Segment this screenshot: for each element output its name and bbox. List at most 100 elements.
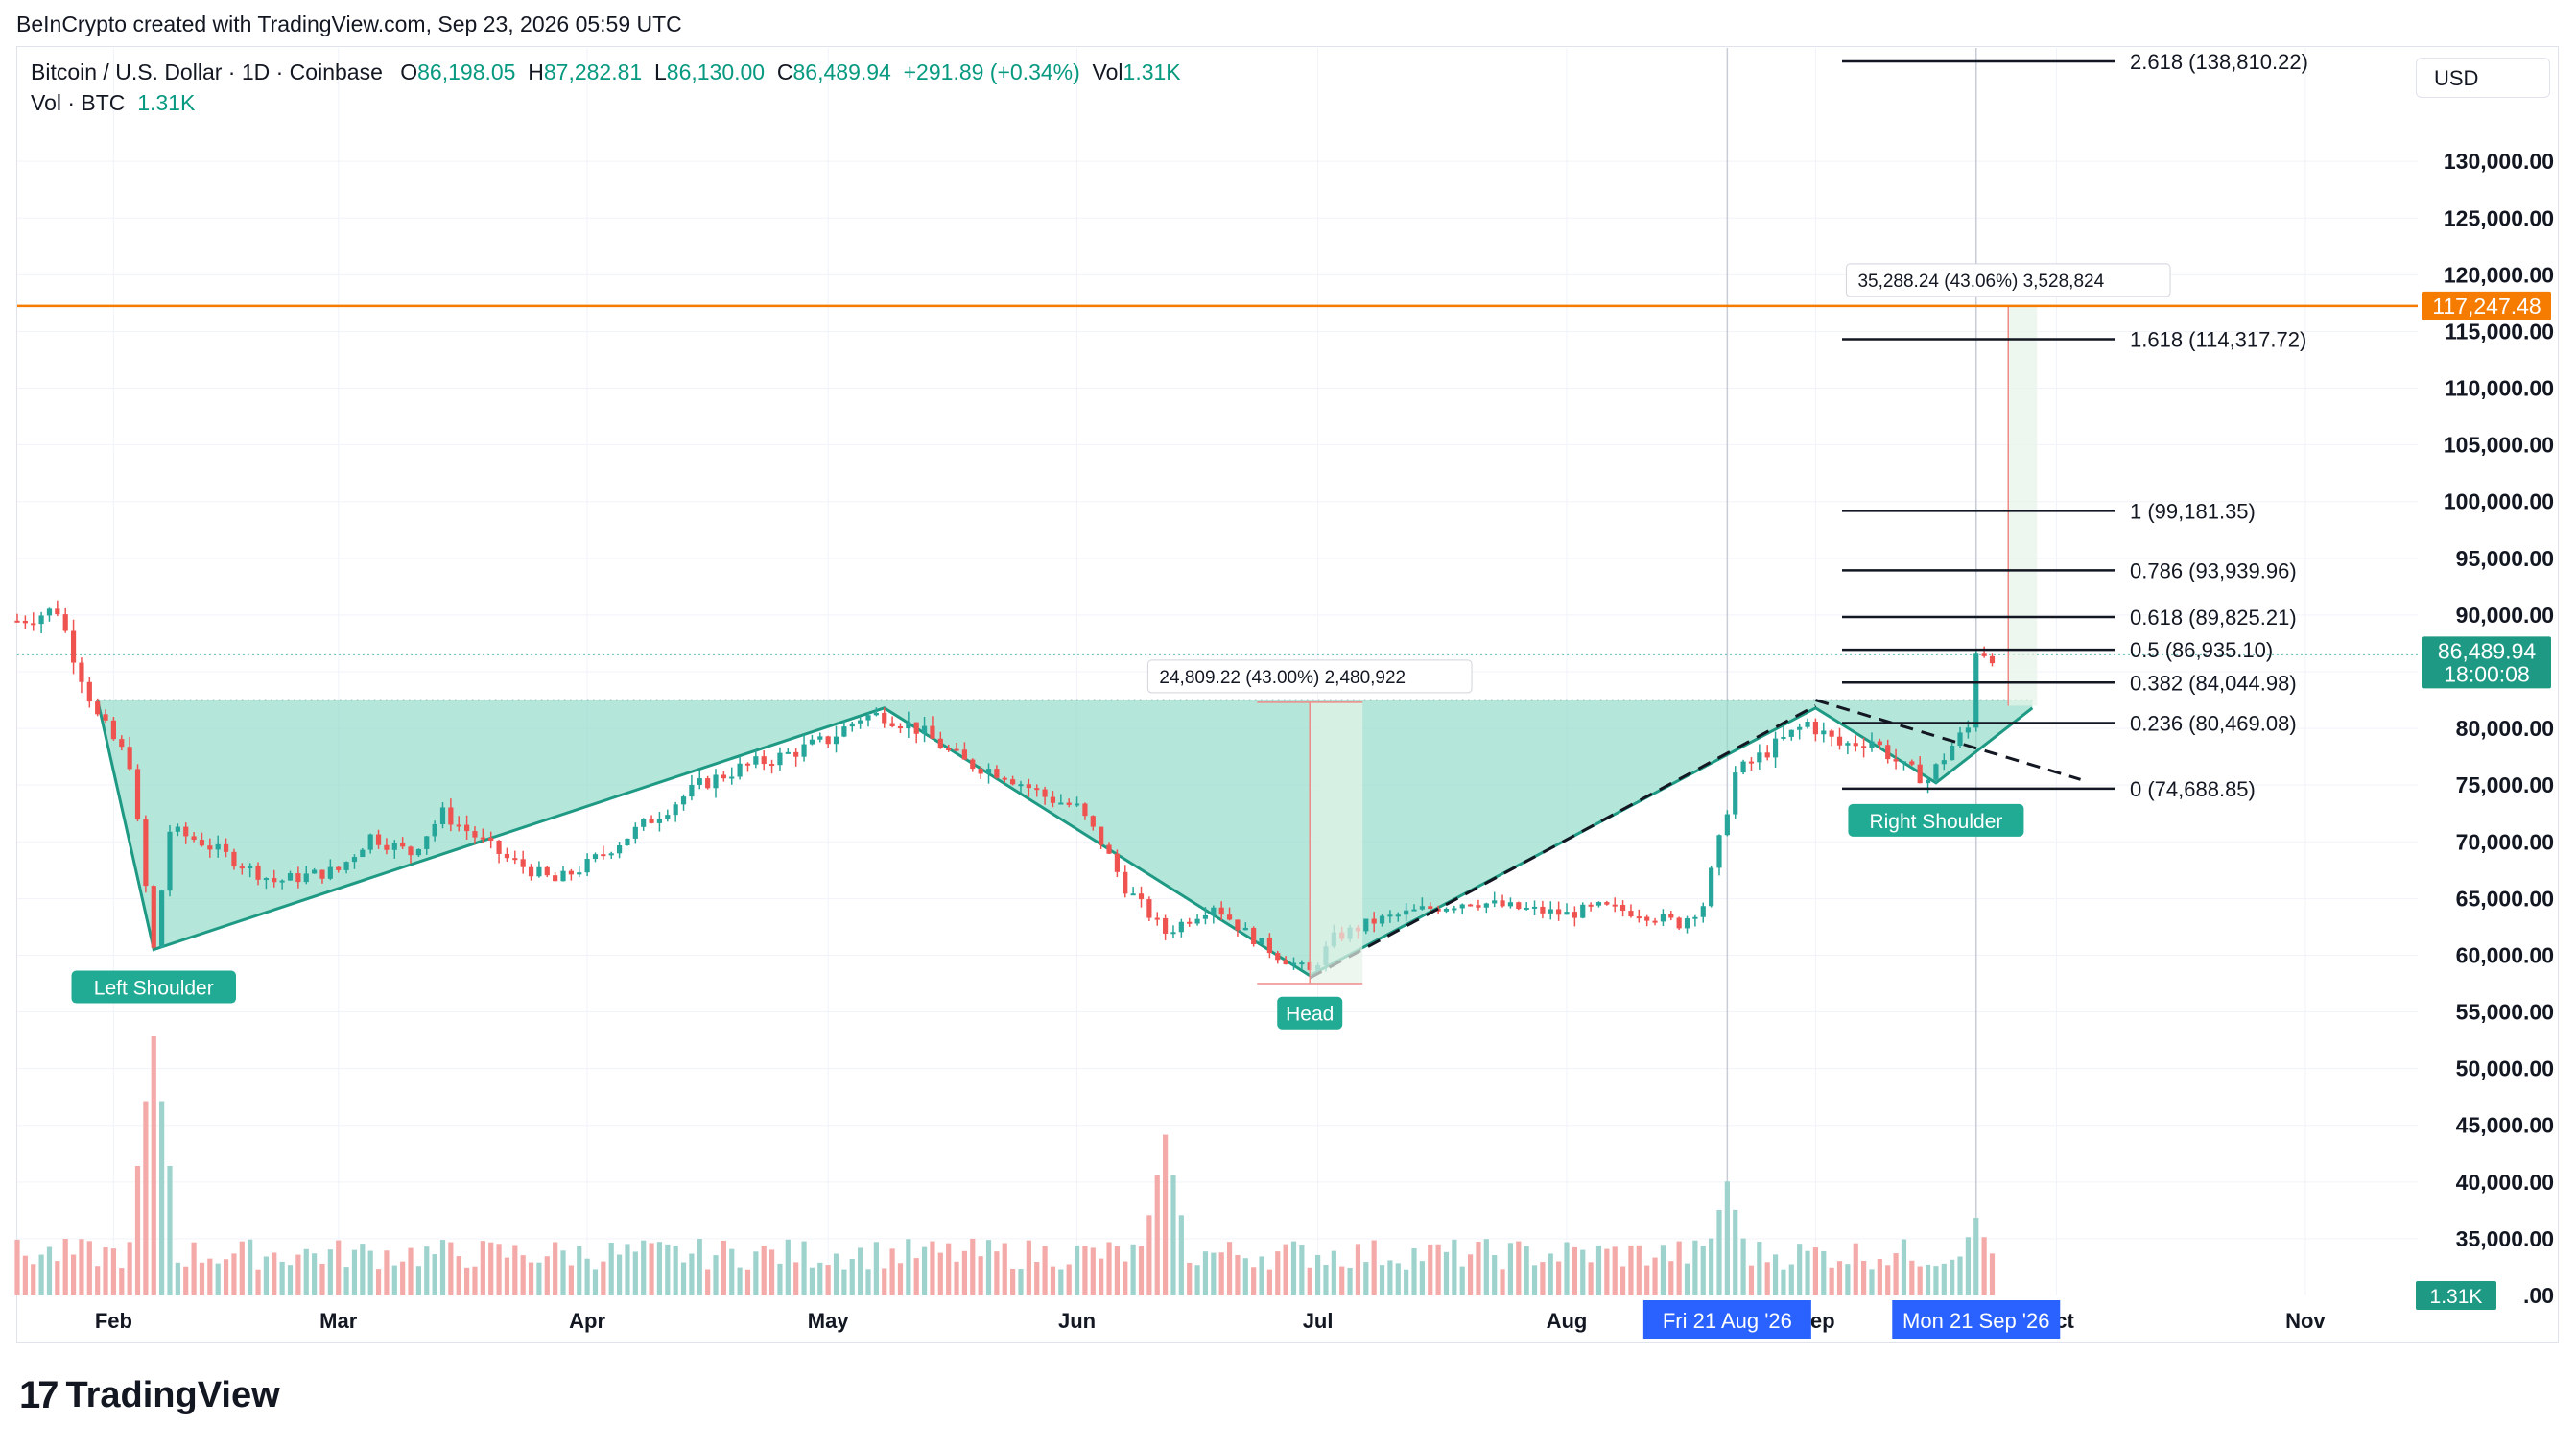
- trendline: [1309, 704, 1817, 980]
- volume-bar: [889, 1248, 895, 1295]
- candle-body: [1724, 814, 1730, 836]
- volume-bar: [14, 1239, 20, 1295]
- volume-bar: [295, 1254, 301, 1295]
- currency-button[interactable]: USD: [2416, 58, 2550, 98]
- volume-bar: [1050, 1266, 1056, 1295]
- candle-body: [159, 890, 165, 948]
- candle-body: [656, 819, 663, 823]
- candle-body: [110, 720, 117, 740]
- candle-body: [1595, 902, 1602, 906]
- candle-body: [512, 858, 518, 861]
- volume-bar: [70, 1254, 77, 1295]
- candle-body: [1476, 905, 1481, 908]
- tradingview-logo[interactable]: 17 TradingView: [19, 1374, 280, 1417]
- volume-bar: [1733, 1209, 1738, 1295]
- candle-body: [560, 870, 566, 882]
- volume-bar: [520, 1255, 526, 1295]
- volume-bar: [303, 1248, 309, 1295]
- volume-bar: [697, 1238, 702, 1295]
- volume-bar: [408, 1247, 414, 1295]
- candle-body: [1492, 900, 1498, 904]
- volume-bar: [1724, 1181, 1730, 1295]
- low-label: L: [653, 59, 667, 84]
- volume-bar: [544, 1256, 550, 1295]
- candle-body: [1797, 726, 1803, 730]
- volume-bar: [1251, 1267, 1257, 1295]
- volume-bar: [721, 1240, 726, 1295]
- candle-body: [1540, 906, 1546, 914]
- candle-body: [873, 712, 879, 716]
- volume-bar: [1042, 1246, 1048, 1295]
- candle-body: [248, 865, 253, 869]
- volume-bar: [1757, 1242, 1762, 1295]
- volume-bar: [512, 1245, 518, 1295]
- volume-bar: [729, 1248, 735, 1295]
- volume-bar: [592, 1269, 599, 1295]
- candle-body: [809, 739, 815, 745]
- candle-body: [1812, 721, 1819, 735]
- volume-bar: [1443, 1251, 1450, 1295]
- volume-bar: [143, 1101, 149, 1295]
- candle-body: [946, 748, 952, 750]
- volume-bar: [680, 1262, 687, 1295]
- candle-body: [1428, 906, 1433, 910]
- volume-bar: [1676, 1241, 1682, 1295]
- candle-body: [1066, 802, 1072, 805]
- volume-bar: [1066, 1264, 1072, 1295]
- pattern-label-box: [71, 970, 237, 1004]
- volume-bar: [801, 1241, 807, 1295]
- candle-body: [913, 722, 919, 734]
- volume-bar: [1692, 1240, 1698, 1295]
- candle-body: [906, 722, 911, 729]
- volume-bar: [873, 1242, 879, 1295]
- volume-bar: [1299, 1245, 1305, 1295]
- volume-bar: [1492, 1255, 1498, 1295]
- candle-body: [488, 837, 494, 841]
- volume-bar: [809, 1267, 815, 1295]
- volume-bar: [1178, 1215, 1184, 1295]
- candle-body: [1404, 910, 1409, 915]
- volume-bar: [553, 1242, 558, 1295]
- candle-body: [496, 840, 502, 854]
- symbol-title[interactable]: Bitcoin / U.S. Dollar · 1D · Coinbase: [31, 59, 383, 84]
- volume-bar: [1467, 1254, 1474, 1295]
- volume-series-label[interactable]: Vol · BTC: [31, 90, 126, 115]
- candle-body: [1018, 784, 1024, 787]
- candle-body: [86, 681, 92, 702]
- candle-body: [1178, 921, 1184, 933]
- candle-body: [183, 826, 189, 837]
- candle-body: [1074, 803, 1080, 806]
- volume-bar: [327, 1249, 333, 1295]
- candle-body: [858, 720, 863, 724]
- candle-body: [1836, 736, 1843, 746]
- volume-bar: [1941, 1263, 1947, 1295]
- candle-body: [1652, 920, 1658, 923]
- y-tick-label: 65,000.00: [2456, 886, 2554, 911]
- candle-body: [343, 862, 349, 870]
- volume-bar: [1861, 1260, 1867, 1295]
- candle-body: [1443, 908, 1450, 912]
- volume-bar: [1500, 1269, 1505, 1295]
- candle-body: [978, 769, 983, 774]
- volume-bar: [937, 1252, 943, 1295]
- candle-body: [1082, 803, 1088, 817]
- volume-bar: [1371, 1240, 1377, 1295]
- volume-bar: [62, 1238, 68, 1295]
- volume-bar: [608, 1243, 614, 1295]
- volume-bar: [1540, 1262, 1546, 1295]
- tradingview-icon: 17: [19, 1374, 59, 1416]
- volume-bar: [985, 1240, 992, 1295]
- candle-body: [882, 712, 887, 724]
- candle-body: [55, 608, 60, 615]
- candle-body: [1893, 759, 1899, 762]
- candle-body: [1138, 893, 1145, 900]
- chart-attribution: BeInCrypto created with TradingView.com,…: [16, 12, 682, 36]
- candle-body: [1058, 802, 1064, 805]
- volume-bar: [1901, 1239, 1907, 1295]
- candle-body: [721, 774, 726, 779]
- pattern-label: Left Shoulder: [94, 978, 214, 1000]
- y-tick-label: 95,000.00: [2456, 546, 2554, 571]
- volume-bar: [1812, 1247, 1819, 1295]
- volume-bar: [1957, 1256, 1963, 1295]
